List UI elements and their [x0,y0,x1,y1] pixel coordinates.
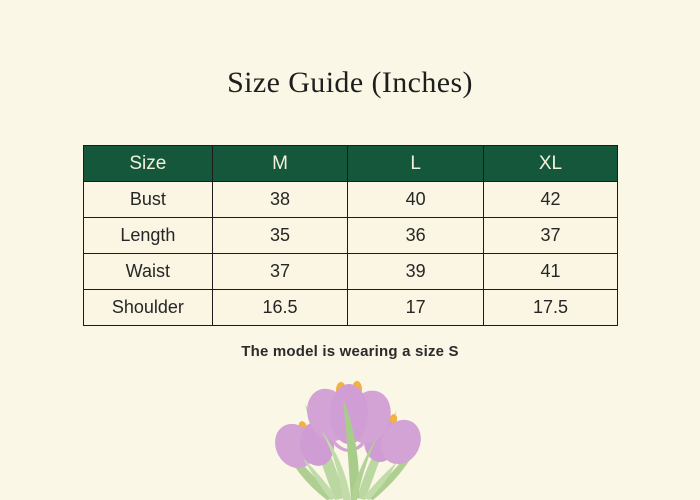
petal-icon [329,432,369,452]
cell-length-m: 35 [211,217,349,254]
flower-bouquet-icon [275,381,421,500]
cell-bust-l: 40 [347,181,484,218]
header-cell-l: L [347,145,484,182]
row-label-shoulder: Shoulder [83,289,213,326]
row-label-bust: Bust [83,181,213,218]
leaf-icon [303,458,337,500]
row-label-length: Length [83,217,213,254]
cell-shoulder-xl: 17.5 [482,289,619,326]
table-row-waist: Waist 37 39 41 [83,253,619,290]
model-size-note: The model is wearing a size S [241,343,459,360]
cell-waist-l: 39 [347,253,484,290]
table-row-shoulder: Shoulder 16.5 17 17.5 [83,289,619,326]
cell-shoulder-l: 17 [347,289,484,326]
petal-icon [330,384,368,444]
cell-length-l: 36 [347,217,484,254]
leaf-icon [321,430,351,500]
header-cell-size: Size [83,145,213,182]
cell-waist-m: 37 [211,253,349,290]
cell-bust-xl: 42 [482,181,619,218]
page-title: Size Guide (Inches) [227,66,473,99]
cell-waist-xl: 41 [482,253,619,290]
cell-shoulder-m: 16.5 [211,289,349,326]
row-label-waist: Waist [83,253,213,290]
cell-length-xl: 37 [482,217,619,254]
leaf-icon [343,398,360,500]
header-cell-xl: XL [482,145,619,182]
table-row-length: Length 35 36 37 [83,217,619,254]
leaf-icon [363,462,397,500]
table-header-row: Size M L XL [83,145,619,182]
size-guide-table: Size M L XL Bust 38 40 42 Length 35 36 3… [83,145,619,326]
header-cell-m: M [211,145,349,182]
table-row-bust: Bust 38 40 42 [83,181,619,218]
cell-bust-m: 38 [211,181,349,218]
leaf-icon [351,434,379,500]
petal-icon [381,419,421,465]
